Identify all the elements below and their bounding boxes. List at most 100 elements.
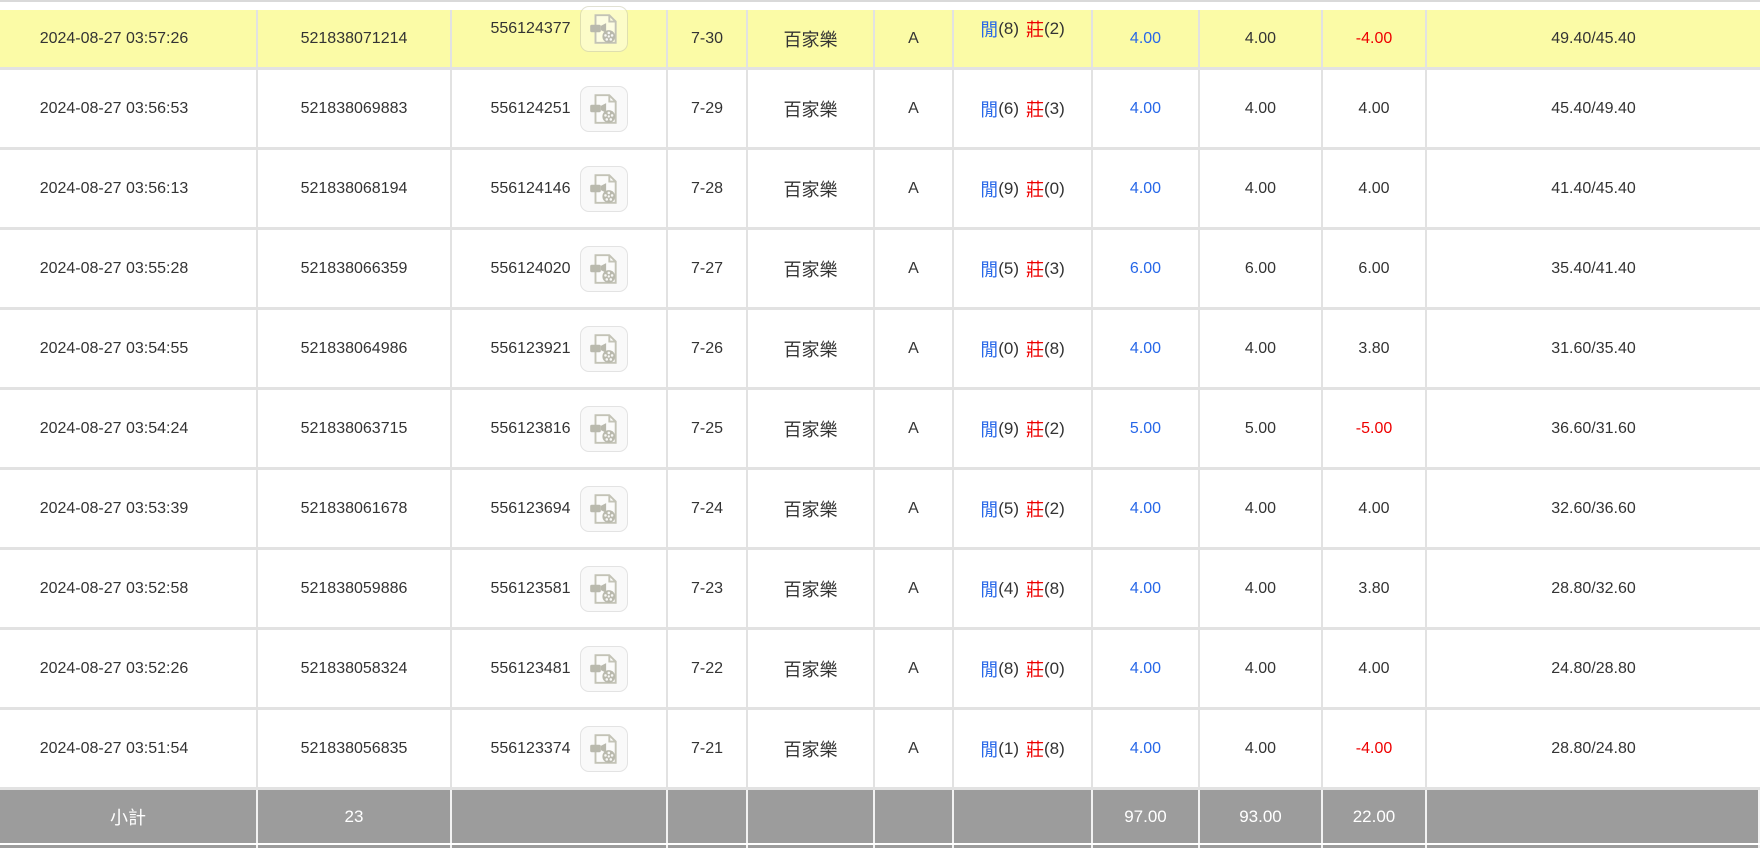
balance: 35.40/41.40 xyxy=(1551,259,1636,277)
subtotal-row: 小計 23 97.00 93.00 22.00 xyxy=(0,790,1760,843)
valid-bet: 4.00 xyxy=(1200,10,1323,67)
player-label: 閒 xyxy=(980,499,999,520)
table-row[interactable]: 2024-08-27 03:54:24 521838063715 5561238… xyxy=(0,390,1760,470)
order-id: 521838066359 xyxy=(258,230,452,307)
player-score: (5) xyxy=(998,498,1019,518)
video-replay-button[interactable] xyxy=(579,325,628,372)
video-replay-icon xyxy=(589,173,617,204)
table-row[interactable]: 2024-08-27 03:51:54 521838056835 5561233… xyxy=(0,710,1760,790)
next-total-row-edge xyxy=(0,845,1760,848)
subtotal-win-loss: 22.00 xyxy=(1323,790,1427,843)
video-replay-button[interactable] xyxy=(579,485,628,532)
subtotal-label: 小計 xyxy=(0,790,258,843)
game-id: 556124146 xyxy=(490,179,571,197)
balance: 28.80/24.80 xyxy=(1551,739,1636,757)
order-id: 521838071214 xyxy=(258,10,452,67)
round-number: 7-29 xyxy=(668,70,748,147)
table-id: A xyxy=(875,550,954,627)
bet-amount: 4.00 xyxy=(1093,10,1200,67)
banker-label: 莊 xyxy=(1026,259,1044,280)
valid-bet: 4.00 xyxy=(1200,470,1323,547)
banker-score: (3) xyxy=(1044,258,1065,278)
game-result: 閒 (8) 莊 (2) xyxy=(954,10,1093,67)
game-result: 閒 (6) 莊 (3) xyxy=(954,70,1093,147)
balance: 45.40/49.40 xyxy=(1551,99,1636,117)
game-id-cell: 556123374 xyxy=(452,710,668,787)
video-replay-button[interactable] xyxy=(579,85,628,132)
valid-bet: 4.00 xyxy=(1200,550,1323,627)
valid-bet: 6.00 xyxy=(1200,230,1323,307)
banker-label: 莊 xyxy=(1026,499,1044,520)
game-type: 百家樂 xyxy=(748,630,875,707)
player-score: (5) xyxy=(998,258,1019,278)
table-row[interactable]: 2024-08-27 03:52:58 521838059886 5561235… xyxy=(0,550,1760,630)
bet-time: 2024-08-27 03:54:24 xyxy=(0,390,258,467)
banker-score: (8) xyxy=(1044,738,1065,758)
banker-label: 莊 xyxy=(1026,739,1044,760)
player-score: (0) xyxy=(998,338,1019,358)
table-row[interactable]: 2024-08-27 03:55:28 521838066359 5561240… xyxy=(0,230,1760,310)
banker-score: (0) xyxy=(1044,658,1065,678)
banker-score: (2) xyxy=(1044,418,1065,438)
player-score: (9) xyxy=(998,178,1019,198)
bet-amount: 4.00 xyxy=(1093,630,1200,707)
bet-time: 2024-08-27 03:52:58 xyxy=(0,550,258,627)
game-result: 閒 (8) 莊 (0) xyxy=(954,630,1093,707)
game-type: 百家樂 xyxy=(748,70,875,147)
game-type: 百家樂 xyxy=(748,390,875,467)
bet-amount: 4.00 xyxy=(1093,310,1200,387)
player-label: 閒 xyxy=(980,339,999,360)
bet-amount: 5.00 xyxy=(1093,390,1200,467)
round-number: 7-28 xyxy=(668,150,748,227)
game-result: 閒 (5) 莊 (2) xyxy=(954,470,1093,547)
win-loss: 4.00 xyxy=(1323,630,1427,707)
player-label: 閒 xyxy=(980,259,999,280)
banker-label: 莊 xyxy=(1026,99,1044,120)
video-replay-button[interactable] xyxy=(579,725,628,772)
video-replay-icon xyxy=(589,13,617,44)
table-row[interactable]: 2024-08-27 03:56:13 521838068194 5561241… xyxy=(0,150,1760,230)
win-loss: -4.00 xyxy=(1323,710,1427,787)
game-id-cell: 556123694 xyxy=(452,470,668,547)
banker-label: 莊 xyxy=(1026,579,1044,600)
video-replay-button[interactable] xyxy=(579,5,628,52)
banker-score: (8) xyxy=(1044,578,1065,598)
video-replay-button[interactable] xyxy=(579,165,628,212)
bet-records-table: 2024-08-27 03:57:26 521838071214 5561243… xyxy=(0,5,1760,790)
game-id-cell: 556123921 xyxy=(452,310,668,387)
video-replay-icon xyxy=(589,413,617,444)
video-replay-button[interactable] xyxy=(579,405,628,452)
game-id: 556124377 xyxy=(490,19,571,37)
win-loss: -4.00 xyxy=(1323,10,1427,67)
game-id: 556123921 xyxy=(490,339,571,357)
valid-bet: 4.00 xyxy=(1200,630,1323,707)
banker-score: (0) xyxy=(1044,178,1065,198)
table-row[interactable]: 2024-08-27 03:57:26 521838071214 5561243… xyxy=(0,5,1760,70)
banker-label: 莊 xyxy=(1026,419,1044,440)
order-id: 521838064986 xyxy=(258,310,452,387)
player-score: (8) xyxy=(998,658,1019,678)
round-number: 7-26 xyxy=(668,310,748,387)
valid-bet: 4.00 xyxy=(1200,710,1323,787)
round-number: 7-25 xyxy=(668,390,748,467)
video-replay-button[interactable] xyxy=(579,565,628,612)
table-row[interactable]: 2024-08-27 03:56:53 521838069883 5561242… xyxy=(0,70,1760,150)
video-replay-button[interactable] xyxy=(579,245,628,292)
video-replay-icon xyxy=(589,573,617,604)
video-replay-icon xyxy=(589,733,617,764)
bet-amount: 4.00 xyxy=(1093,470,1200,547)
game-result: 閒 (4) 莊 (8) xyxy=(954,550,1093,627)
order-id: 521838063715 xyxy=(258,390,452,467)
table-id: A xyxy=(875,230,954,307)
game-type: 百家樂 xyxy=(748,150,875,227)
balance: 31.60/35.40 xyxy=(1551,339,1636,357)
player-score: (8) xyxy=(998,18,1019,38)
table-row[interactable]: 2024-08-27 03:54:55 521838064986 5561239… xyxy=(0,310,1760,390)
table-id: A xyxy=(875,10,954,67)
video-replay-button[interactable] xyxy=(579,645,628,692)
table-row[interactable]: 2024-08-27 03:53:39 521838061678 5561236… xyxy=(0,470,1760,550)
table-row[interactable]: 2024-08-27 03:52:26 521838058324 5561234… xyxy=(0,630,1760,710)
game-id: 556123481 xyxy=(490,659,571,677)
win-loss: 4.00 xyxy=(1323,470,1427,547)
game-id: 556124251 xyxy=(490,99,571,117)
